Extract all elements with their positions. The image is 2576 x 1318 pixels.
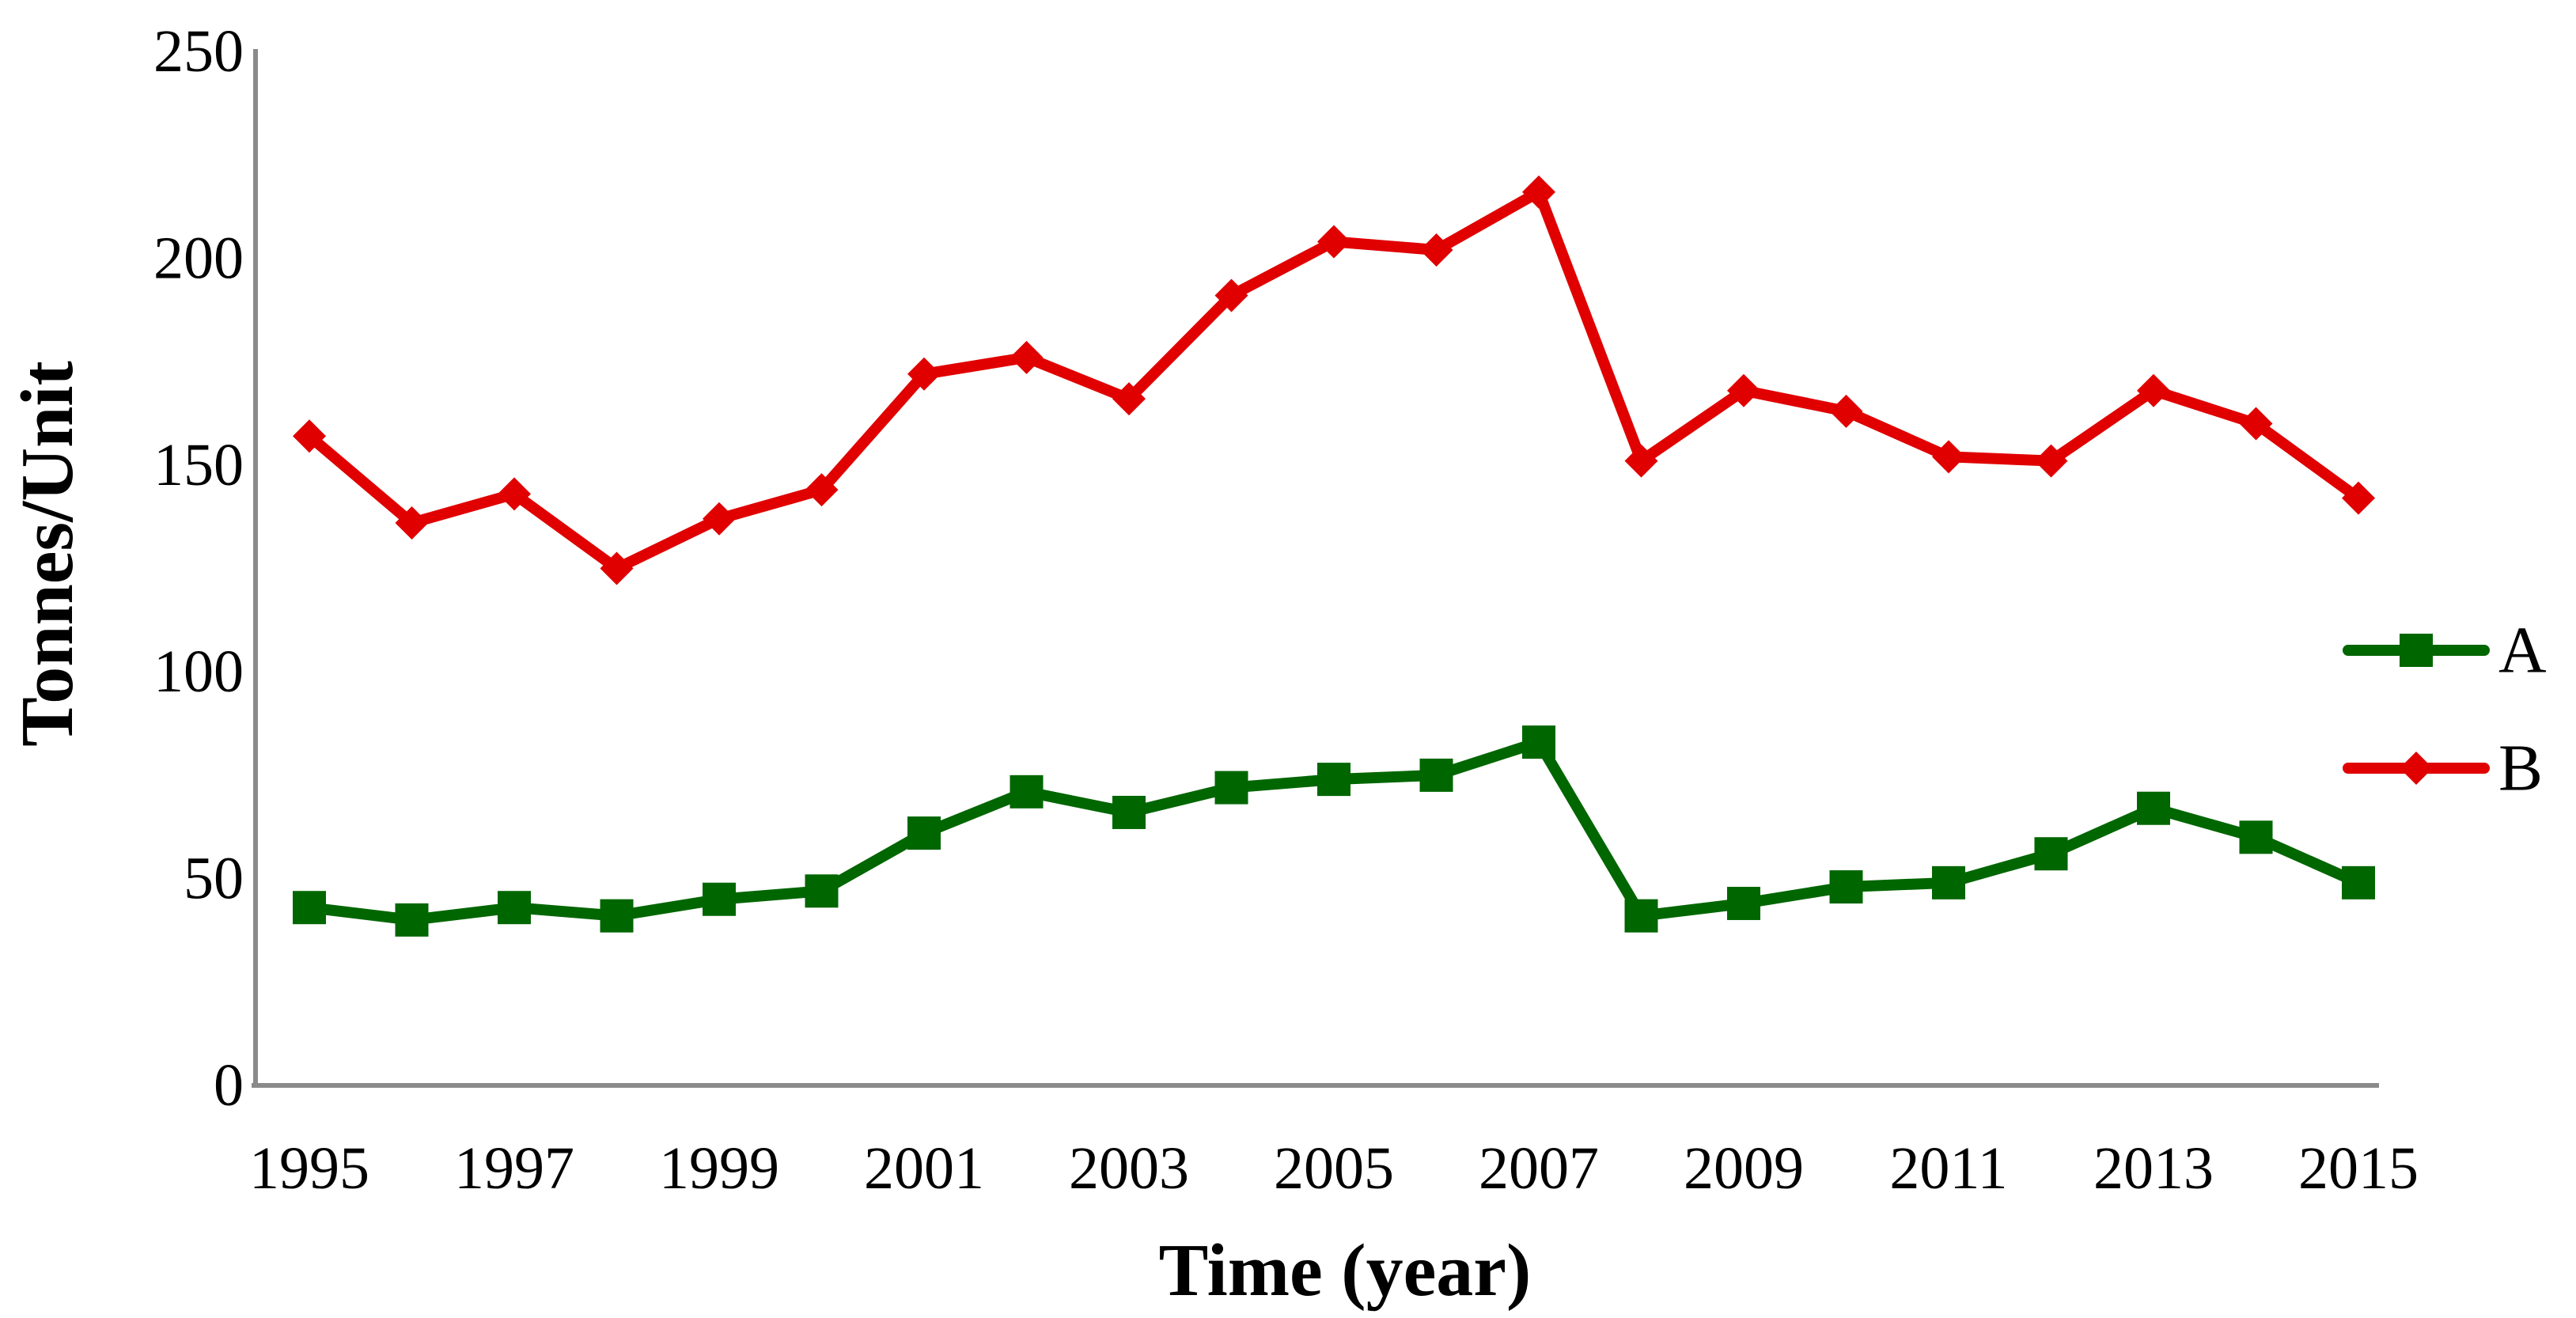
y-tick-label: 200 (153, 225, 244, 291)
series-a-marker (1829, 870, 1863, 904)
series-a-marker (2137, 791, 2170, 825)
legend-diamond-marker (2400, 752, 2433, 785)
y-tick-label: 50 (184, 846, 244, 912)
legend-item-b: B (2343, 732, 2543, 805)
x-tick-label: 2007 (1479, 1135, 1599, 1202)
series-a-marker (1727, 886, 1760, 920)
x-tick-label: 2005 (1274, 1135, 1394, 1202)
x-tick-label: 1995 (249, 1135, 369, 1202)
y-axis-title: Tonnes/Unit (6, 361, 89, 747)
x-tick-label: 2015 (2298, 1135, 2419, 1202)
series-b-marker (1419, 233, 1453, 267)
series-a-marker (600, 899, 634, 933)
x-tick-label: 2001 (864, 1135, 984, 1202)
series-b-marker (2034, 444, 2068, 478)
x-axis-tick-labels: 1995 1997 1999 2001 2003 2005 2007 2009 2011 2013… (249, 1135, 2419, 1202)
series-b-marker (703, 502, 736, 536)
y-tick-label: 100 (153, 638, 244, 705)
series-b-marker (1829, 394, 1863, 428)
series-a-marker (1522, 725, 1555, 759)
series-b-marker (2342, 481, 2375, 515)
x-tick-label: 1997 (454, 1135, 574, 1202)
legend-label: B (2498, 732, 2543, 805)
x-tick-label: 2011 (1889, 1135, 2007, 1202)
x-tick-label: 2003 (1069, 1135, 1189, 1202)
series-a-marker (1317, 763, 1351, 797)
series-a-marker (293, 891, 326, 925)
x-tick-label: 2013 (2093, 1135, 2214, 1202)
series-a-marker (1932, 865, 1965, 899)
series-b-marker (498, 477, 531, 511)
series-b-marker (1010, 340, 1044, 374)
series-b-marker (1522, 175, 1555, 209)
x-tick-label: 1999 (659, 1135, 779, 1202)
series-a-marker (2239, 820, 2273, 854)
series-a-marker (498, 891, 531, 925)
series-b-marker (1112, 382, 1146, 416)
legend: AB (2343, 614, 2547, 805)
series-b-marker (293, 419, 326, 453)
series-a-marker (2034, 837, 2068, 871)
series-b-marker (600, 551, 634, 585)
y-tick-label: 0 (214, 1052, 244, 1119)
series-a-marker (1214, 771, 1248, 805)
series-a-marker (1010, 775, 1044, 809)
series-b-marker (1317, 225, 1351, 259)
series-b-marker (1727, 373, 1760, 407)
legend-item-a: A (2343, 614, 2547, 687)
series-b-marker (907, 357, 941, 391)
series-a-marker (1624, 899, 1658, 933)
series-a-marker (805, 874, 839, 908)
series-b-marker (395, 506, 429, 540)
series-a-marker (2342, 865, 2375, 899)
x-axis-title: Time (year) (1159, 1229, 1532, 1312)
series-a-marker (703, 882, 736, 916)
y-tick-label: 150 (153, 432, 244, 498)
series-b-marker (1214, 278, 1248, 312)
series-a-marker (1419, 758, 1453, 792)
y-axis-tick-labels: 0 50 100 150 200 250 (153, 18, 244, 1119)
series-a-marker (907, 816, 941, 850)
y-tick-label: 250 (153, 18, 244, 85)
plot-area (293, 175, 2375, 937)
series-b-marker (805, 473, 839, 507)
series-b-marker (1624, 444, 1658, 478)
series-b-marker (2239, 407, 2273, 441)
legend-label: A (2498, 614, 2547, 687)
legend-square-marker (2400, 634, 2433, 667)
series-a-marker (1112, 795, 1146, 829)
series-a-marker (395, 903, 429, 937)
series-b-marker (2137, 373, 2170, 407)
series-b-marker (1932, 440, 1965, 474)
x-tick-label: 2009 (1684, 1135, 1804, 1202)
